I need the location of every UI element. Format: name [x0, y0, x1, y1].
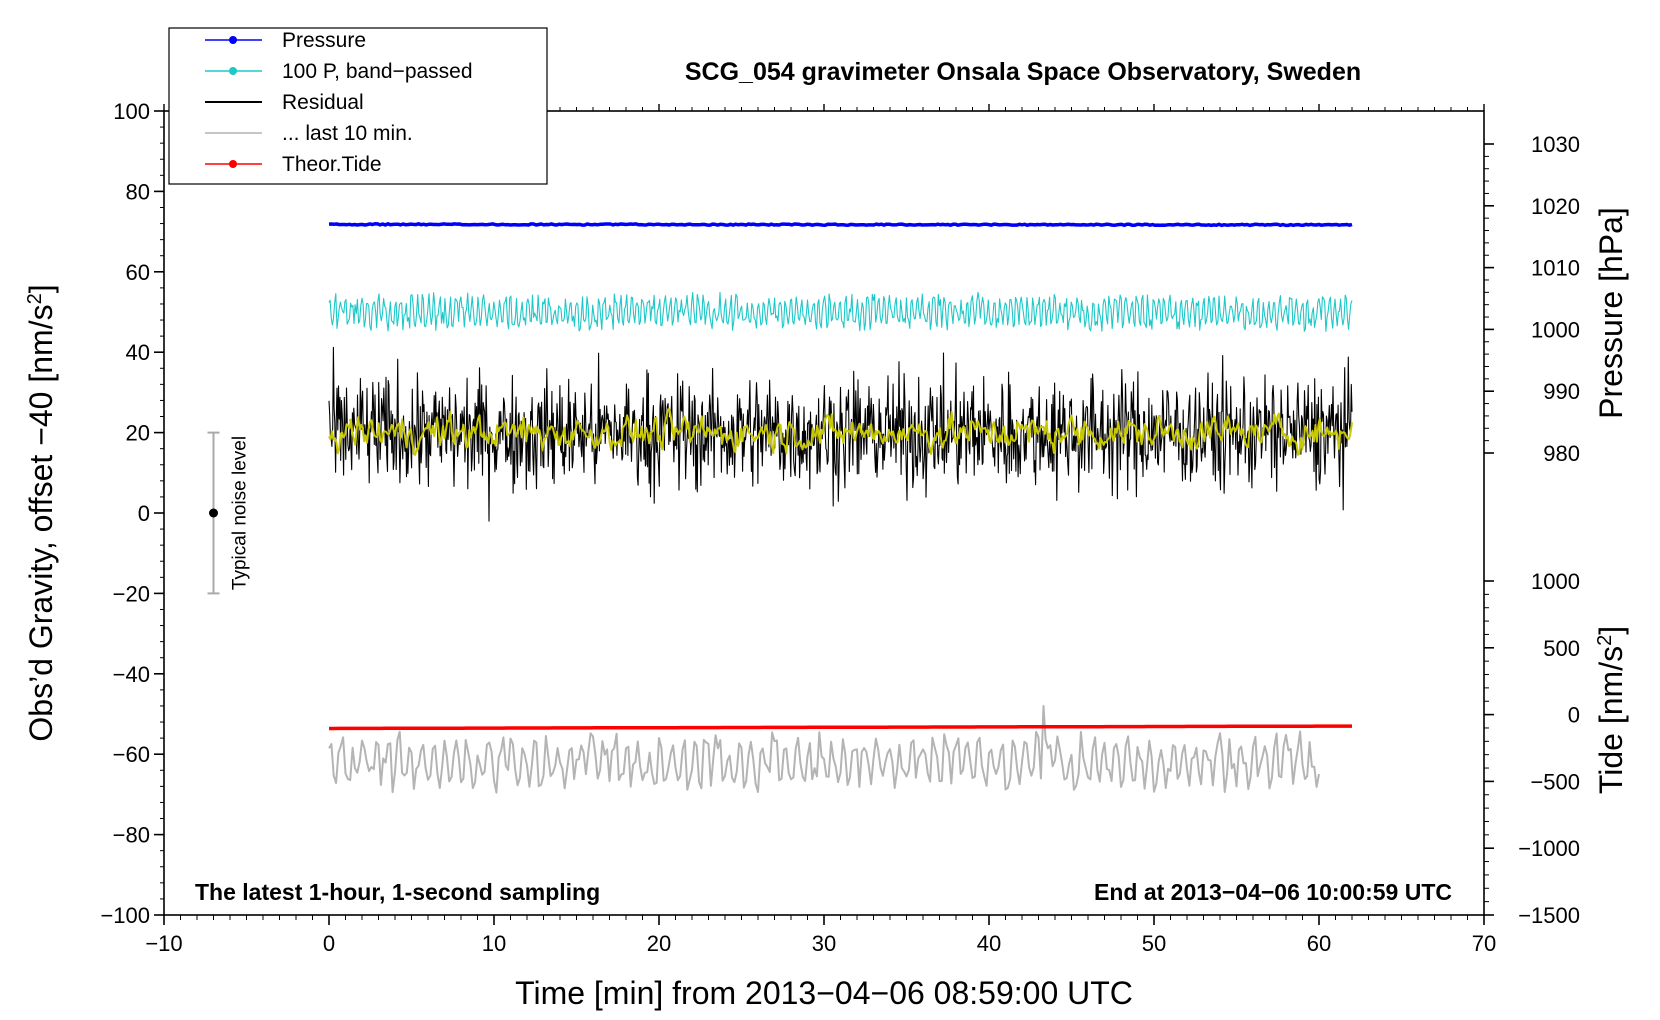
- x-tick-label: 20: [647, 931, 671, 956]
- y-tide-tick-label: −500: [1530, 769, 1580, 794]
- x-tick-label: 70: [1472, 931, 1496, 956]
- plot-frame: [163, 110, 1485, 916]
- legend-label: Theor.Tide: [282, 153, 382, 176]
- y-left-tick-label: 0: [138, 501, 150, 526]
- x-tick-label: 10: [482, 931, 506, 956]
- y-pressure-tick-label: 980: [1543, 441, 1580, 466]
- legend: Pressure 100 P, band−passed Residual ... la…: [168, 27, 548, 185]
- y-left-title-end: ]: [23, 284, 59, 293]
- annotation-sampling: The latest 1-hour, 1-second sampling: [195, 879, 600, 905]
- x-tick-label: 0: [323, 931, 335, 956]
- x-axis-title: Time [min] from 2013−04−06 08:59:00 UTC: [515, 975, 1133, 1011]
- x-tick-label: −10: [145, 931, 182, 956]
- series-line-residual-smoothed: [328, 408, 1353, 456]
- y-tide-title-main: Tide [nm/s: [1593, 646, 1629, 794]
- y-left-tick-label: −20: [113, 581, 150, 606]
- y-left-tick-label: 80: [126, 179, 150, 204]
- y-left-tick-label: −80: [113, 823, 150, 848]
- legend-marker: [229, 67, 237, 75]
- y-pressure-tick-label: 1020: [1531, 194, 1580, 219]
- x-tick-label: 30: [812, 931, 836, 956]
- legend-label: Residual: [282, 91, 364, 114]
- series-line-100-p-band-passed: [328, 291, 1353, 332]
- legend-marker: [229, 160, 237, 168]
- y-left-tick-label: −40: [113, 662, 150, 687]
- y-left-tick-label: 40: [126, 340, 150, 365]
- legend-label: 100 P, band−passed: [282, 60, 473, 83]
- y-tide-tick-label: −1000: [1518, 836, 1580, 861]
- y-left-tick-label: 60: [126, 260, 150, 285]
- x-tick-label: 60: [1307, 931, 1331, 956]
- y-left-title-sup: 2: [24, 293, 46, 304]
- x-axis-ticks: −10 0 10 20 30 40 50 60 70: [145, 104, 1496, 956]
- y-left-title-main: Obs’d Gravity, offset −40 [nm/s: [23, 304, 59, 741]
- y-tide-tick-label: 0: [1568, 703, 1580, 728]
- y-tide-title-end: ]: [1593, 626, 1629, 635]
- x-tick-label: 40: [977, 931, 1001, 956]
- y-left-axis-ticks: 100 80 60 40 20 0 −20 −40 −60 −80 −100: [100, 99, 164, 928]
- legend-label: ... last 10 min.: [282, 122, 413, 145]
- noise-level-bar: Typical noise level: [207, 431, 251, 595]
- legend-label: Pressure: [282, 29, 366, 52]
- y-left-tick-label: 20: [126, 421, 150, 446]
- legend-marker: [229, 36, 237, 44]
- y-left-tick-label: 100: [113, 99, 150, 124]
- series-group: [328, 222, 1353, 794]
- y-left-tick-label: −60: [113, 742, 150, 767]
- minor-ticks: [160, 107, 1489, 920]
- y-tide-title-sup: 2: [1594, 635, 1616, 646]
- y-tide-tick-label: 1000: [1531, 569, 1580, 594]
- y-left-axis-title: Obs’d Gravity, offset −40 [nm/s2]: [23, 284, 59, 741]
- annotation-end-time: End at 2013−04−06 10:00:59 UTC: [1094, 879, 1452, 905]
- y-pressure-axis-ticks: 1030 1020 1010 1000 990 980: [1484, 132, 1580, 466]
- noise-bar-center: [209, 508, 218, 518]
- y-pressure-tick-label: 990: [1543, 379, 1580, 404]
- series-line-theor-tide: [329, 724, 1352, 731]
- y-pressure-tick-label: 1030: [1531, 132, 1580, 157]
- y-tide-tick-label: 500: [1543, 636, 1580, 661]
- y-pressure-tick-label: 1010: [1531, 256, 1580, 281]
- series-line-pressure: [328, 222, 1353, 228]
- noise-label: Typical noise level: [230, 436, 251, 590]
- series-line-last-10-min: [328, 705, 1320, 794]
- y-pressure-tick-label: 1000: [1531, 317, 1580, 342]
- y-tide-axis-ticks: 1000 500 0 −500 −1000 −1500: [1484, 569, 1580, 928]
- chart-title: SCG_054 gravimeter Onsala Space Observat…: [685, 58, 1361, 86]
- legend-box: [168, 27, 548, 185]
- y-pressure-axis-title: Pressure [hPa]: [1593, 207, 1629, 419]
- y-tide-axis-title: Tide [nm/s2]: [1593, 626, 1629, 794]
- y-tide-tick-label: −1500: [1518, 903, 1580, 928]
- y-left-tick-label: −100: [100, 903, 150, 928]
- x-tick-label: 50: [1142, 931, 1166, 956]
